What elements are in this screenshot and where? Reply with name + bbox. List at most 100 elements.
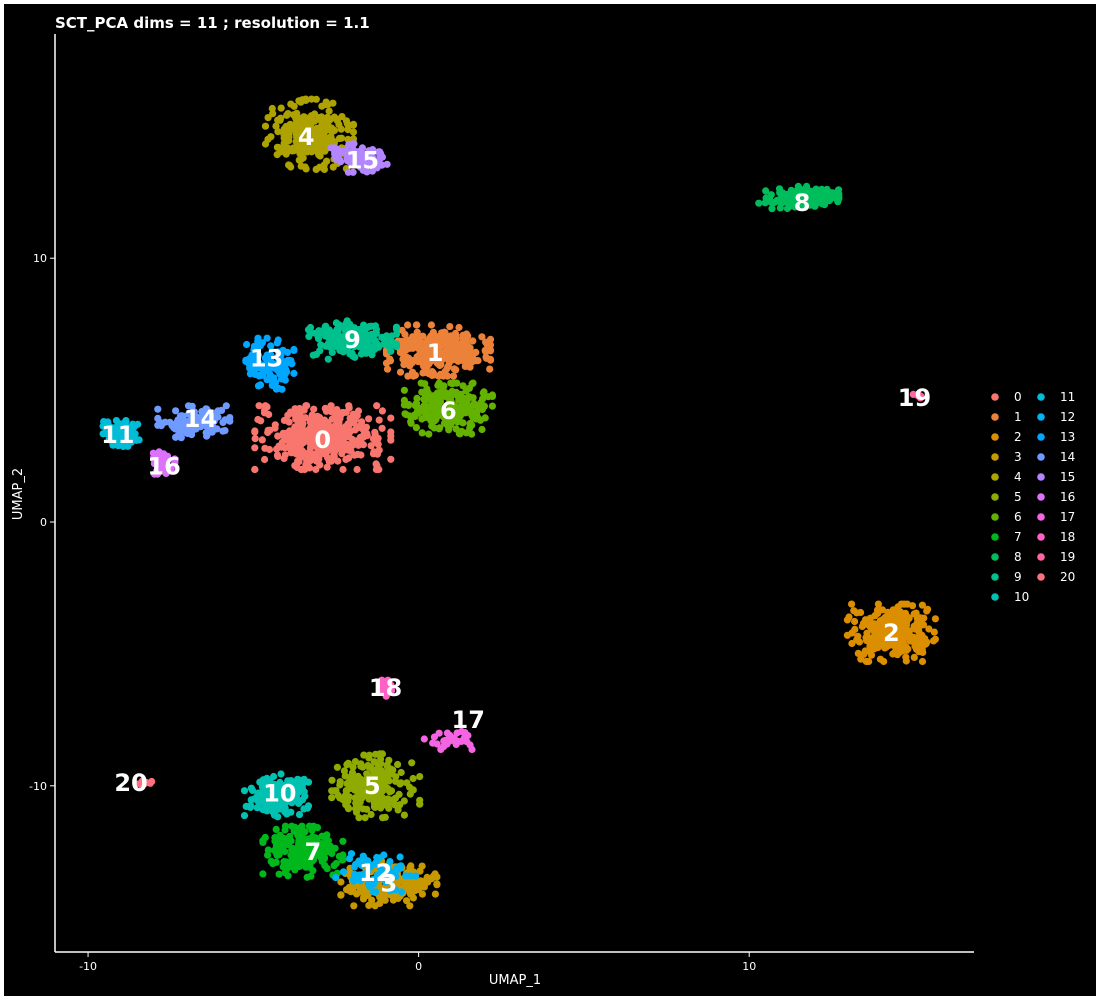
point-cluster-2 xyxy=(893,614,901,623)
point-cluster-4 xyxy=(296,123,304,132)
point-cluster-8 xyxy=(825,190,833,198)
cluster-label-1: 1 xyxy=(427,339,444,367)
point-cluster-9 xyxy=(305,332,313,340)
point-cluster-0 xyxy=(324,454,332,462)
point-cluster-16 xyxy=(156,451,164,459)
point-cluster-6 xyxy=(478,425,486,434)
point-cluster-12 xyxy=(392,867,400,875)
point-cluster-9 xyxy=(363,347,372,355)
point-cluster-7 xyxy=(259,870,267,878)
point-cluster-6 xyxy=(449,414,457,422)
point-cluster-1 xyxy=(466,344,474,352)
legend-key-6 xyxy=(991,513,999,521)
point-cluster-0 xyxy=(251,444,259,452)
point-cluster-4 xyxy=(344,126,352,134)
point-cluster-6 xyxy=(469,379,477,387)
point-cluster-12 xyxy=(375,854,383,862)
point-cluster-2 xyxy=(919,648,927,657)
legend-key-9 xyxy=(991,573,999,581)
legend-label-18: 18 xyxy=(1060,530,1075,544)
point-cluster-0 xyxy=(306,427,314,435)
point-cluster-15 xyxy=(367,159,375,167)
point-cluster-17 xyxy=(437,745,445,754)
point-cluster-0 xyxy=(294,436,302,444)
point-cluster-4 xyxy=(277,104,285,112)
point-cluster-7 xyxy=(313,848,322,856)
point-cluster-11 xyxy=(111,434,119,442)
point-cluster-5 xyxy=(336,781,344,789)
point-cluster-2 xyxy=(853,609,861,617)
point-cluster-0 xyxy=(374,434,382,442)
point-cluster-1 xyxy=(404,321,412,329)
point-cluster-10 xyxy=(272,804,280,812)
cluster-label-14: 14 xyxy=(184,405,217,433)
point-cluster-6 xyxy=(459,382,467,390)
point-cluster-9 xyxy=(324,355,332,363)
point-cluster-3 xyxy=(337,891,345,899)
point-cluster-1 xyxy=(450,365,458,373)
point-cluster-7 xyxy=(323,865,331,873)
point-cluster-3 xyxy=(417,877,425,885)
point-cluster-5 xyxy=(354,773,362,781)
point-cluster-4 xyxy=(282,150,290,158)
point-cluster-15 xyxy=(360,158,368,166)
point-cluster-5 xyxy=(386,788,394,796)
point-cluster-15 xyxy=(366,148,374,156)
point-cluster-3 xyxy=(337,878,345,886)
point-cluster-5 xyxy=(409,786,417,794)
point-cluster-5 xyxy=(381,813,389,821)
y-tick-label: -10 xyxy=(29,780,47,793)
point-cluster-3 xyxy=(429,872,438,880)
point-cluster-10 xyxy=(292,791,300,799)
point-cluster-1 xyxy=(423,369,431,377)
point-cluster-2 xyxy=(918,601,927,609)
point-cluster-7 xyxy=(280,858,288,866)
point-cluster-1 xyxy=(408,335,416,343)
point-cluster-7 xyxy=(293,859,301,867)
point-cluster-3 xyxy=(433,880,441,888)
point-cluster-5 xyxy=(408,759,416,767)
point-cluster-0 xyxy=(323,443,332,451)
legend-label-9: 9 xyxy=(1014,570,1022,584)
point-cluster-5 xyxy=(367,773,376,781)
point-cluster-2 xyxy=(860,650,868,658)
legend-key-0 xyxy=(991,393,999,401)
point-cluster-15 xyxy=(378,153,386,161)
legend-label-0: 0 xyxy=(1014,390,1022,404)
point-cluster-0 xyxy=(324,419,332,427)
point-cluster-4 xyxy=(289,144,297,152)
point-cluster-9 xyxy=(306,323,315,332)
point-cluster-13 xyxy=(267,342,275,350)
point-cluster-0 xyxy=(387,414,395,422)
point-cluster-12 xyxy=(384,862,392,870)
point-cluster-1 xyxy=(469,337,477,345)
point-cluster-0 xyxy=(339,465,347,474)
point-cluster-1 xyxy=(406,341,414,349)
point-cluster-0 xyxy=(345,454,353,462)
point-cluster-7 xyxy=(309,833,317,841)
point-cluster-6 xyxy=(421,380,429,388)
point-cluster-10 xyxy=(296,776,304,785)
point-cluster-5 xyxy=(351,758,359,766)
point-cluster-14 xyxy=(198,417,206,425)
point-cluster-7 xyxy=(332,859,340,868)
point-cluster-2 xyxy=(874,600,883,608)
legend-key-17 xyxy=(1037,513,1045,521)
x-ticks: -10 0 10 xyxy=(79,952,756,973)
point-cluster-0 xyxy=(353,465,361,474)
point-cluster-0 xyxy=(378,407,386,415)
point-cluster-7 xyxy=(320,855,328,863)
point-cluster-0 xyxy=(375,416,383,424)
point-cluster-4 xyxy=(283,111,291,119)
point-cluster-0 xyxy=(310,405,318,413)
point-cluster-8 xyxy=(779,198,787,207)
point-cluster-6 xyxy=(488,402,496,410)
point-cluster-4 xyxy=(326,115,335,123)
point-cluster-13 xyxy=(255,364,263,372)
point-cluster-1 xyxy=(399,355,407,363)
point-cluster-5 xyxy=(348,771,356,779)
point-cluster-15 xyxy=(344,168,352,176)
point-cluster-5 xyxy=(332,787,340,795)
point-cluster-15 xyxy=(354,151,363,159)
cluster-label-8: 8 xyxy=(794,189,811,217)
